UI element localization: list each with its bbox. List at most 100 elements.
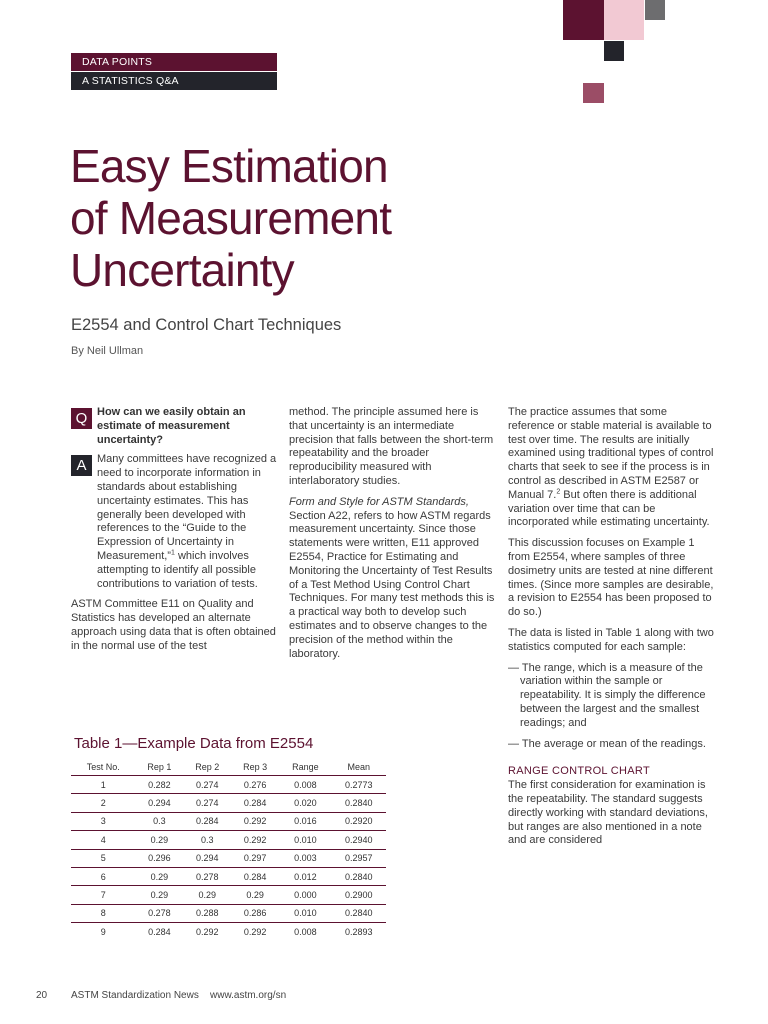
- article-subtitle: E2554 and Control Chart Techniques: [71, 316, 342, 334]
- table-row: 4 0.29 0.3 0.292 0.010 0.2940: [71, 830, 386, 850]
- table-cell: 0.292: [231, 812, 280, 832]
- table-cell: 2: [71, 793, 136, 813]
- table-cell: 0.284: [231, 793, 280, 813]
- table-caption: Table 1—Example Data from E2554: [74, 735, 314, 752]
- table-cell: 4: [71, 830, 136, 850]
- table-cell: 0.284: [231, 867, 280, 887]
- table-header-row: Test No. Rep 1 Rep 2 Rep 3 Range Mean: [71, 758, 386, 776]
- decor-block-maroon: [563, 0, 604, 40]
- table-cell: 8: [71, 904, 136, 924]
- paragraph: method. The principle assumed here is th…: [289, 406, 494, 487]
- table-cell: 0.278: [135, 904, 184, 924]
- paragraph: ASTM Committee E11 on Quality and Statis…: [71, 598, 276, 652]
- table-cell: 0.292: [231, 830, 280, 850]
- table-row: 6 0.29 0.278 0.284 0.012 0.2840: [71, 867, 386, 887]
- decor-block-pink: [604, 0, 644, 40]
- table-cell: 0.010: [279, 830, 332, 850]
- column-header: Rep 3: [231, 758, 280, 776]
- paragraph: Form and Style for ASTM Standards, Secti…: [289, 496, 498, 662]
- section-label: DATA POINTS: [71, 53, 277, 71]
- table-cell: 0.288: [183, 904, 232, 924]
- list-item: — The average or mean of the readings.: [508, 737, 706, 750]
- table-cell: 0.29: [231, 885, 280, 905]
- table-cell: 0.2940: [331, 830, 386, 850]
- publication-url[interactable]: www.astm.org/sn: [210, 990, 287, 1001]
- byline: By Neil Ullman: [71, 345, 144, 357]
- table-cell: 0.276: [231, 775, 280, 795]
- table-cell: 9: [100, 926, 106, 937]
- decor-block-rose: [583, 83, 604, 103]
- table-cell: 1: [71, 775, 136, 795]
- table-cell: 0.2900: [331, 885, 386, 905]
- publication-name: ASTM Standardization News: [71, 990, 199, 1001]
- q-badge: Q: [71, 408, 92, 429]
- title-line: Easy Estimation: [70, 140, 389, 192]
- answer-paragraph: Many committees have recognized a need t…: [97, 453, 279, 591]
- column-2: method. The principle assumed here is th…: [289, 406, 498, 668]
- table-row: 2 0.294 0.274 0.284 0.020 0.2840: [71, 793, 386, 813]
- title-line: Uncertainty: [70, 244, 295, 296]
- table-cell: 0.292: [243, 926, 267, 937]
- table-cell: 0.29: [183, 885, 232, 905]
- table-cell: 0.020: [279, 793, 332, 813]
- decor-block-navy: [604, 41, 624, 61]
- table-row: 7 0.29 0.29 0.29 0.000 0.2900: [71, 885, 386, 905]
- answer-block: A Many committees have recognized a need…: [71, 453, 279, 591]
- a-badge: A: [71, 455, 92, 477]
- list-item: — The range, which is a measure of the v…: [508, 661, 706, 729]
- table-cell: 5: [71, 849, 136, 868]
- table-cell: 0.3: [183, 830, 232, 850]
- column-header: Mean: [331, 758, 386, 776]
- column-header: Rep 1: [135, 758, 184, 776]
- table-row: 1 0.282 0.274 0.276 0.008 0.2773: [71, 775, 386, 795]
- table-body: 1 0.282 0.274 0.276 0.008 0.2773 2 0.294 0.274 0.…: [71, 775, 386, 941]
- column-header: Rep 2: [183, 758, 232, 776]
- paragraph-text: Section A22, refers to how ASTM regards …: [289, 509, 495, 660]
- data-table: Test No. Rep 1 Rep 2 Rep 3 Range Mean 1 0.282 0…: [71, 758, 386, 941]
- table-cell: 0.2840: [331, 867, 386, 887]
- paragraph-text-end: But often there is additional variation …: [508, 488, 710, 529]
- paragraph: The data is listed in Table 1 along with…: [508, 626, 714, 653]
- table-cell: 0.286: [231, 904, 280, 924]
- question-text: How can we easily obtain an estimate of …: [97, 406, 246, 446]
- paragraph: The first consideration for examination …: [508, 779, 708, 847]
- table-cell: 0.016: [279, 812, 332, 832]
- table-cell: 0.294: [183, 849, 232, 868]
- article-title: Easy Estimation of Measurement Uncertain…: [70, 140, 392, 296]
- table-row: 3 0.3 0.284 0.292 0.016 0.2920: [71, 812, 386, 832]
- table-cell: 0.29: [135, 885, 184, 905]
- subsection-label: A STATISTICS Q&A: [71, 72, 277, 90]
- answer-text-end: which involves attempting to identify al…: [97, 549, 258, 590]
- table-cell: 0.2840: [331, 904, 386, 924]
- table-cell: 0.284: [183, 812, 232, 832]
- section-tag: DATA POINTS A STATISTICS Q&A: [71, 53, 277, 90]
- table-cell: 0.2957: [331, 849, 386, 868]
- table-cell: 0.008: [294, 926, 317, 937]
- table-cell: 0.297: [231, 849, 280, 868]
- table-cell: 0.2773: [331, 775, 386, 795]
- table-row: 8 0.278 0.288 0.286 0.010 0.2840: [71, 904, 386, 924]
- paragraph-text: The practice assumes that some reference…: [508, 406, 714, 501]
- table-cell: 0.012: [279, 867, 332, 887]
- column-1: Q How can we easily obtain an estimate o…: [71, 406, 279, 661]
- answer-text: Many committees have recognized a need t…: [97, 453, 277, 562]
- table-row: 9 0.284 0.292 0.292 0.008 0.2893: [71, 923, 386, 941]
- table-cell: 0.282: [135, 775, 184, 795]
- paragraph: The practice assumes that some reference…: [508, 406, 714, 530]
- table-cell: 0.294: [135, 793, 184, 813]
- paragraph: This discussion focuses on Example 1 fro…: [508, 537, 714, 619]
- table-cell: 0.29: [135, 830, 184, 850]
- data-table-block: Table 1—Example Data from E2554 Test No.…: [71, 735, 386, 941]
- column-header: Range: [279, 758, 332, 776]
- table-cell: 0.010: [279, 904, 332, 924]
- table-cell: 0.278: [183, 867, 232, 887]
- table-cell: 6: [71, 867, 136, 887]
- table-cell: 0.2840: [331, 793, 386, 813]
- footnote-ref: 1: [170, 549, 175, 557]
- table-cell: 0.29: [135, 867, 184, 887]
- table-cell: 0.274: [183, 775, 232, 795]
- table-cell: 0.274: [183, 793, 232, 813]
- title-line: of Measurement: [70, 192, 392, 244]
- table-cell: 0.292: [196, 926, 219, 937]
- table-cell: 0.008: [279, 775, 332, 795]
